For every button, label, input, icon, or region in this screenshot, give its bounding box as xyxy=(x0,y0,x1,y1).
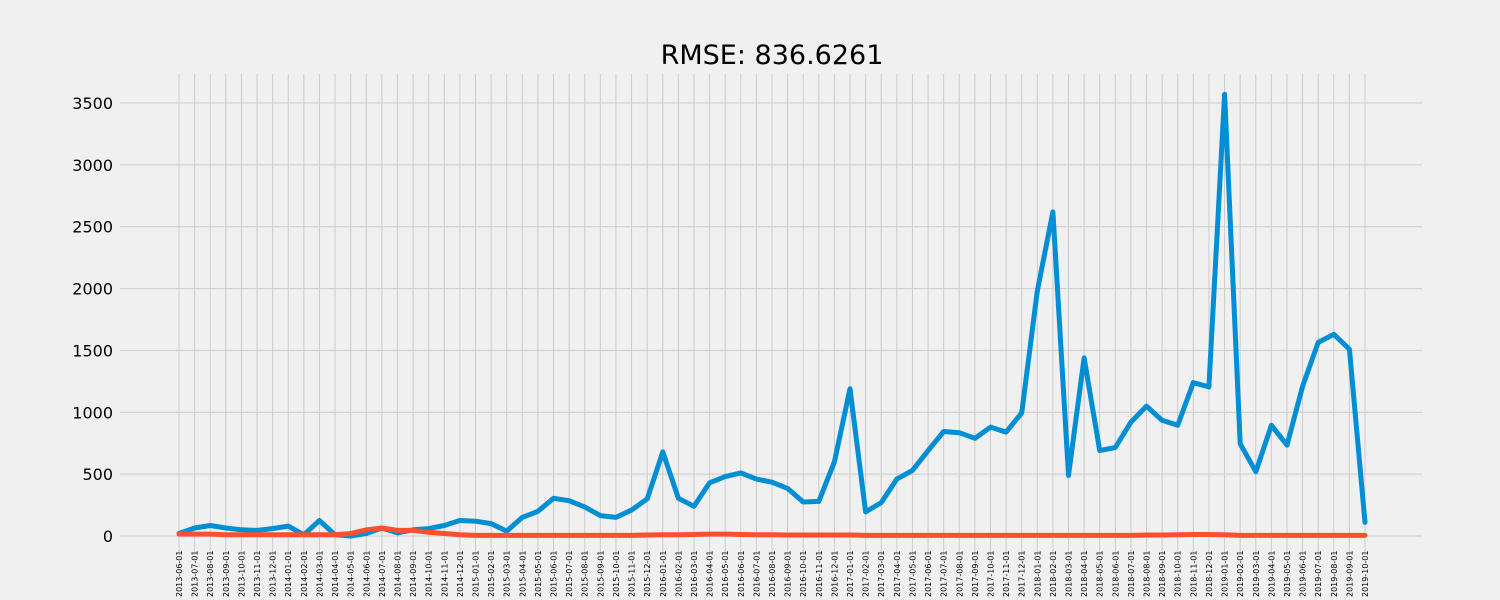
grid xyxy=(120,74,1422,555)
x-tick-label: 2019-08-01 xyxy=(1330,551,1339,598)
y-tick-label: 500 xyxy=(82,465,113,484)
x-tick-label: 2013-12-01 xyxy=(269,551,278,598)
x-tick-label: 2014-07-01 xyxy=(378,551,387,598)
x-tick-label: 2014-06-01 xyxy=(362,551,371,598)
y-tick-label: 2500 xyxy=(72,218,113,237)
x-tick-label: 2019-03-01 xyxy=(1252,551,1261,598)
x-tick-label: 2014-04-01 xyxy=(331,551,340,598)
x-tick-label: 2019-04-01 xyxy=(1267,551,1276,598)
y-tick-label: 1000 xyxy=(72,403,113,422)
x-tick-label: 2017-04-01 xyxy=(893,551,902,598)
x-tick-label: 2018-04-01 xyxy=(1080,551,1089,598)
x-tick-label: 2017-06-01 xyxy=(924,551,933,598)
x-tick-label: 2014-05-01 xyxy=(347,551,356,598)
x-tick-label: 2015-12-01 xyxy=(643,551,652,598)
x-tick-label: 2014-10-01 xyxy=(425,551,434,598)
x-tick-label: 2016-06-01 xyxy=(737,551,746,598)
x-tick-label: 2014-02-01 xyxy=(300,551,309,598)
x-tick-label: 2018-05-01 xyxy=(1096,551,1105,598)
x-tick-label: 2014-08-01 xyxy=(393,551,402,598)
x-tick-label: 2016-07-01 xyxy=(752,551,761,598)
x-tick-label: 2018-06-01 xyxy=(1111,551,1120,598)
x-tick-label: 2018-03-01 xyxy=(1065,551,1074,598)
x-tick-label: 2015-05-01 xyxy=(534,551,543,598)
x-tick-label: 2018-10-01 xyxy=(1174,551,1183,598)
x-tick-label: 2015-06-01 xyxy=(550,551,559,598)
x-tick-label: 2017-07-01 xyxy=(940,551,949,598)
x-tick-label: 2014-01-01 xyxy=(284,551,293,598)
x-tick-label: 2015-08-01 xyxy=(581,551,590,598)
x-tick-label: 2015-10-01 xyxy=(612,551,621,598)
y-tick-label: 3500 xyxy=(72,94,113,113)
x-tick-label: 2017-01-01 xyxy=(846,551,855,598)
x-tick-label: 2019-02-01 xyxy=(1236,551,1245,598)
x-tick-label: 2016-04-01 xyxy=(706,551,715,598)
x-tick-label: 2019-01-01 xyxy=(1221,551,1230,598)
x-tick-label: 2019-09-01 xyxy=(1345,551,1354,598)
series-line-2 xyxy=(176,525,1368,538)
x-tick-label: 2017-05-01 xyxy=(908,551,917,598)
x-tick-label: 2017-09-01 xyxy=(971,551,980,598)
x-tick-label: 2018-11-01 xyxy=(1189,551,1198,598)
x-tick-label: 2016-01-01 xyxy=(659,551,668,598)
x-tick-label: 2019-05-01 xyxy=(1283,551,1292,598)
x-tick-label: 2018-01-01 xyxy=(1033,551,1042,598)
x-tick-label: 2017-03-01 xyxy=(877,551,886,598)
x-tick-label: 2017-11-01 xyxy=(1002,551,1011,597)
x-tick-label: 2013-11-01 xyxy=(253,551,262,598)
chart-title: RMSE: 836.6261 xyxy=(661,40,884,71)
series-lines xyxy=(176,91,1368,539)
x-tick-label: 2016-08-01 xyxy=(768,551,777,598)
x-tick-label: 2016-12-01 xyxy=(830,551,839,598)
x-tick-label: 2016-11-01 xyxy=(815,551,824,598)
x-tick-label: 2016-10-01 xyxy=(799,551,808,598)
x-tick-label: 2016-05-01 xyxy=(721,551,730,598)
x-tick-label: 2017-12-01 xyxy=(1018,551,1027,598)
x-tick-label: 2014-11-01 xyxy=(440,551,449,598)
x-tick-label: 2016-03-01 xyxy=(690,551,699,598)
x-tick-label: 2014-09-01 xyxy=(409,551,418,598)
x-tick-label: 2018-12-01 xyxy=(1205,551,1214,598)
y-axis: 0 500 1000 1500 2000 2500 3000 3500 xyxy=(72,94,113,546)
x-tick-label: 2016-09-01 xyxy=(784,551,793,598)
x-tick-label: 2018-07-01 xyxy=(1127,551,1136,598)
x-tick-label: 2015-02-01 xyxy=(487,551,496,598)
x-tick-label: 2013-09-01 xyxy=(222,551,231,598)
x-axis: 2013-06-01 2013-07-01 2013-08-01 2013-09-01… xyxy=(175,551,1370,598)
y-tick-label: 1500 xyxy=(72,341,113,360)
x-tick-label: 2018-08-01 xyxy=(1143,551,1152,598)
y-tick-label: 2000 xyxy=(72,280,113,299)
x-tick-label: 2019-06-01 xyxy=(1299,551,1308,598)
x-tick-label: 2015-01-01 xyxy=(472,551,481,598)
x-tick-label: 2014-12-01 xyxy=(456,551,465,598)
x-tick-label: 2015-11-01 xyxy=(628,551,637,598)
x-tick-label: 2019-10-01 xyxy=(1361,551,1370,598)
x-tick-label: 2015-03-01 xyxy=(503,551,512,598)
x-tick-label: 2018-09-01 xyxy=(1158,551,1167,598)
y-tick-label: 0 xyxy=(103,527,113,546)
x-tick-label: 2015-07-01 xyxy=(565,551,574,598)
x-tick-label: 2017-02-01 xyxy=(862,551,871,598)
x-tick-label: 2013-08-01 xyxy=(206,551,215,598)
x-tick-label: 2015-09-01 xyxy=(596,551,605,598)
x-tick-label: 2013-07-01 xyxy=(191,551,200,598)
x-tick-label: 2014-03-01 xyxy=(315,551,324,598)
x-tick-label: 2017-08-01 xyxy=(955,551,964,598)
x-tick-label: 2017-10-01 xyxy=(986,551,995,597)
x-tick-label: 2019-07-01 xyxy=(1314,551,1323,598)
y-tick-label: 3000 xyxy=(72,156,113,175)
x-tick-label: 2013-06-01 xyxy=(175,551,184,598)
x-tick-label: 2013-10-01 xyxy=(237,551,246,598)
x-tick-label: 2015-04-01 xyxy=(518,551,527,598)
x-tick-label: 2018-02-01 xyxy=(1049,551,1058,598)
x-tick-label: 2016-02-01 xyxy=(674,551,683,598)
